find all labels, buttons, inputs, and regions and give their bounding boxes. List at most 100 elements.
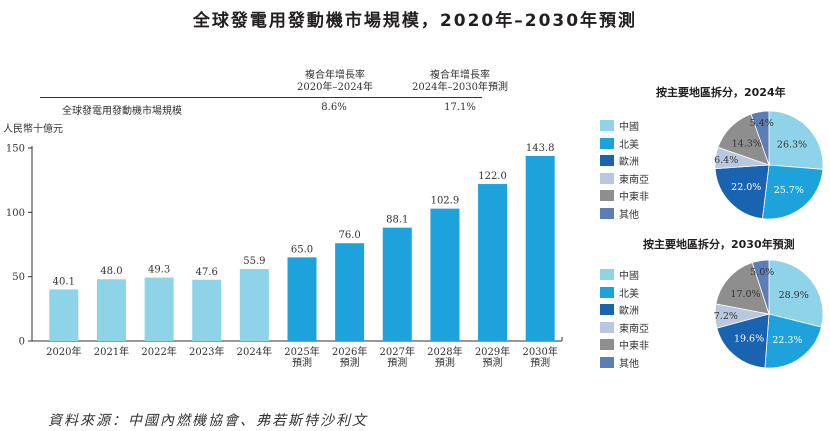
legend-item: 歐洲 [600, 301, 649, 319]
legend-label: 北美 [619, 139, 639, 151]
legend-swatch [600, 137, 614, 149]
pie-slice-label: 7.2% [714, 311, 738, 322]
source-note: 資料來源：中國內燃機協會、弗若斯特沙利文 [48, 413, 368, 429]
x-tick-label: 2022年 [141, 345, 176, 358]
pie-title-2024: 按主要地區拆分，2024年 [656, 86, 786, 99]
legend-item: 其他 [600, 205, 649, 223]
legend-label: 東南亞 [619, 323, 649, 335]
legend-swatch [600, 172, 614, 184]
pie-slice-label: 22.0% [731, 182, 761, 193]
pie-slice-label: 6.4% [714, 155, 738, 166]
legend-swatch [600, 321, 614, 333]
bar [49, 289, 79, 341]
pie-slice-label: 22.3% [772, 335, 802, 346]
legend-item: 中國 [600, 266, 649, 284]
pie-slice-label: 28.9% [779, 290, 809, 301]
pie-slice [716, 313, 770, 369]
pie-slice [750, 110, 770, 166]
legend-swatch [600, 207, 614, 219]
bar-value-label: 76.0 [339, 230, 361, 241]
legend-label: 中國 [619, 271, 639, 283]
bar-value-label: 40.1 [53, 276, 75, 287]
bar-value-label: 143.8 [526, 143, 555, 154]
cagr-header-2024-2030: 複合年增長率 2024年–2030年預測 [405, 70, 515, 94]
pie-chart-2030: 28.9% 22.3% 19.6% 7.2% 17.0% 5.0% [714, 259, 824, 369]
legend-2024: 中國北美歐洲東南亞中東非其他 [600, 117, 649, 222]
x-tick-label: 2024年 [237, 345, 272, 358]
y-tick-label: 0 [19, 337, 25, 348]
pie-slice [768, 259, 824, 328]
cagr-header-line: 2024年–2030年預測 [412, 82, 508, 93]
x-tick-label: 2030年 [522, 345, 557, 358]
legend-label: 其他 [619, 209, 639, 221]
legend-swatch [600, 304, 614, 316]
bar [239, 269, 269, 341]
x-tick-label: 2021年 [94, 345, 129, 358]
bar [192, 279, 222, 341]
x-tick-label: 2023年 [189, 345, 224, 358]
legend-item: 其他 [600, 354, 649, 372]
cagr-value-2024-2030: 17.1% [444, 102, 476, 113]
legend-label: 中國 [619, 122, 639, 134]
x-tick-label: 預測 [387, 356, 407, 369]
x-tick-label: 2027年 [380, 345, 415, 358]
cagr-header-line: 複合年增長率 [430, 70, 490, 81]
pie-slice [764, 313, 822, 369]
chart-title: 全球發電用發動機市場規模，2020年–2030年預測 [192, 11, 638, 31]
bar [144, 277, 174, 341]
cagr-header-line: 複合年增長率 [305, 70, 365, 81]
pie-slice [751, 259, 770, 315]
bar-chart: 0 50 100 150 40.1 2020年 48.0 2021年 49.3 2022年 47.6… [6, 143, 563, 369]
legend-item: 中東非 [600, 336, 649, 354]
y-axis-unit-label: 人民幣十億元 [3, 124, 63, 135]
bar-value-label: 48.0 [100, 266, 122, 277]
y-tick-label: 50 [12, 272, 25, 283]
bar-value-label: 49.3 [148, 265, 170, 276]
pie-slice-label: 25.7% [774, 185, 804, 196]
legend-2030: 中國 北美歐洲東南亞 中東非 其他 [600, 266, 649, 371]
pie-title-2030: 按主要地區拆分，2030年預測 [643, 238, 795, 251]
legend-item: 中東非 [600, 187, 649, 205]
pie-slice [715, 262, 770, 315]
cagr-table-rule [40, 97, 482, 98]
bar [478, 184, 508, 341]
y-tick-label: 100 [6, 208, 25, 219]
pie-slice [761, 164, 824, 220]
pie-slice-label: 19.6% [734, 334, 764, 345]
legend-label: 東南亞 [619, 174, 649, 186]
legend-swatch [600, 269, 614, 281]
cagr-row-label: 全球發電用發動機市場規模 [62, 106, 182, 117]
legend-label: 歐洲 [619, 157, 639, 169]
x-tick-label: 預測 [483, 356, 503, 369]
x-tick-label: 2029年 [475, 345, 510, 358]
pie-slice-label: 5.0% [750, 267, 774, 278]
legend-item: 中國 [600, 117, 649, 135]
x-tick-label: 預測 [435, 356, 455, 369]
legend-item: 北美 [600, 284, 649, 302]
legend-item: 北美 [600, 135, 649, 153]
bar-value-label: 88.1 [386, 215, 408, 226]
legend-swatch [600, 356, 614, 368]
legend-swatch [600, 286, 614, 298]
x-tick-label: 預測 [340, 356, 360, 369]
pie-slice-label: 5.4% [750, 118, 774, 129]
cagr-header-line: 2020年–2024年 [297, 82, 373, 93]
pie-slice-label: 17.0% [730, 289, 760, 300]
x-tick-label: 2025年 [284, 345, 319, 358]
x-tick-label: 預測 [530, 356, 550, 369]
pie-slice-label: 14.3% [732, 138, 762, 149]
bar [287, 257, 317, 341]
cagr-header-2020-2024: 複合年增長率 2020年–2024年 [285, 70, 385, 94]
legend-item: 歐洲 [600, 152, 649, 170]
pie-slice [768, 110, 824, 170]
bar [382, 227, 412, 341]
x-tick-label: 2028年 [427, 345, 462, 358]
bar [96, 279, 126, 341]
legend-label: 歐洲 [619, 306, 639, 318]
bar [335, 243, 365, 341]
cagr-value-2020-2024: 8.6% [321, 102, 347, 113]
legend-item: 東南亞 [600, 319, 649, 337]
bar [525, 155, 555, 341]
pie-slice [714, 164, 770, 220]
legend-label: 中東非 [619, 192, 649, 204]
